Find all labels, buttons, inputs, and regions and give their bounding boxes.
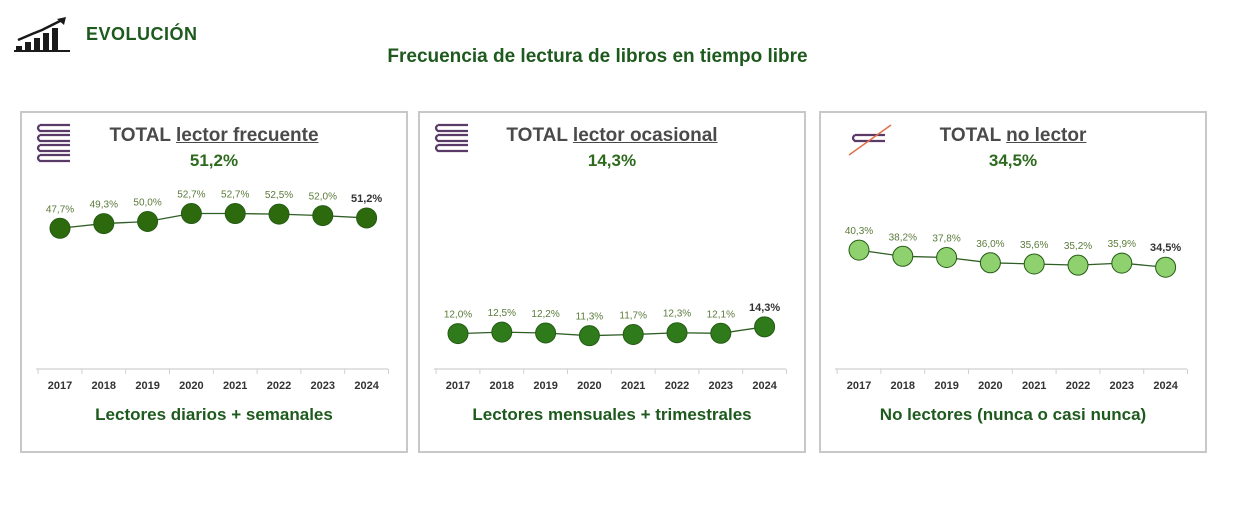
x-tick-label: 2024: [354, 380, 379, 392]
x-tick-label: 2021: [621, 380, 645, 392]
data-point: [848, 239, 870, 261]
data-label: 47,7%: [46, 204, 74, 215]
data-label: 34,5%: [1150, 242, 1181, 254]
panel-lector-ocasional: 12,0% 2017 12,5% 2018 12,2% 2019 11,3% 2020 11,7…: [418, 111, 806, 453]
data-label: 40,3%: [845, 226, 873, 237]
data-point: [979, 252, 1001, 274]
x-tick-label: 2017: [847, 380, 871, 392]
data-point: [892, 245, 914, 267]
data-point: [180, 203, 202, 225]
x-tick-label: 2021: [1022, 380, 1046, 392]
data-label: 52,7%: [221, 190, 249, 201]
data-point: [578, 325, 600, 347]
chart-lector-ocasional: 12,0% 2017 12,5% 2018 12,2% 2019 11,3% 2020 11,7…: [434, 302, 787, 392]
data-label: 14,3%: [749, 302, 780, 314]
panel-title-prefix: TOTAL: [506, 125, 568, 146]
panel-lector-frecuente: 47,7% 2017 49,3% 2018 50,0% 2019 52,7% 2020 52,7…: [20, 111, 408, 453]
data-point: [224, 203, 246, 225]
data-label: 12,0%: [444, 310, 472, 321]
data-point: [754, 316, 776, 338]
data-point: [1067, 254, 1089, 276]
data-label: 35,9%: [1108, 239, 1136, 250]
data-label: 38,2%: [889, 232, 917, 243]
data-point: [93, 213, 115, 235]
panel-title-prefix: TOTAL: [109, 125, 171, 146]
data-point: [936, 246, 958, 268]
x-tick-label: 2018: [490, 380, 514, 392]
data-point: [312, 205, 334, 227]
data-label: 52,7%: [177, 190, 205, 201]
data-label: 52,0%: [309, 192, 337, 203]
panel-title: TOTAL no lector: [821, 125, 1205, 147]
x-tick-label: 2019: [533, 380, 557, 392]
data-point: [1023, 253, 1045, 275]
data-label: 11,7%: [619, 310, 647, 321]
x-tick-label: 2024: [1153, 380, 1178, 392]
panel-title: TOTAL lector frecuente: [22, 125, 406, 147]
section-title: EVOLUCIÓN: [86, 24, 198, 44]
data-point: [49, 217, 71, 239]
x-tick-label: 2020: [978, 380, 1002, 392]
panel-title-emph: lector ocasional: [572, 125, 718, 146]
data-point: [535, 322, 557, 344]
x-tick-label: 2023: [311, 380, 335, 392]
stacked-books-icon: [36, 123, 70, 163]
x-tick-label: 2021: [223, 380, 247, 392]
x-tick-label: 2017: [48, 380, 72, 392]
x-tick-label: 2018: [92, 380, 116, 392]
panel-title: TOTAL lector ocasional: [420, 125, 804, 147]
x-tick-label: 2018: [891, 380, 915, 392]
data-label: 35,2%: [1064, 241, 1092, 252]
x-tick-label: 2019: [135, 380, 159, 392]
x-tick-label: 2022: [1066, 380, 1090, 392]
x-tick-label: 2022: [267, 380, 291, 392]
chart-no-lector: 40,3% 2017 38,2% 2018 37,8% 2019 36,0% 2020 35,6…: [835, 226, 1188, 392]
data-point: [710, 322, 732, 344]
data-label: 12,2%: [531, 309, 559, 320]
data-label: 11,3%: [576, 312, 604, 323]
data-label: 36,0%: [976, 239, 1004, 250]
data-point: [137, 211, 159, 232]
panel-total-value: 34,5%: [988, 151, 1038, 170]
panel-footer: Lectores diarios + semanales: [95, 405, 333, 424]
panel-footer: Lectores mensuales + trimestrales: [472, 405, 752, 424]
data-point: [447, 323, 469, 345]
data-label: 51,2%: [351, 193, 382, 205]
data-label: 35,6%: [1020, 240, 1048, 251]
x-tick-label: 2023: [709, 380, 733, 392]
panel-total-value: 14,3%: [587, 151, 637, 170]
data-point: [356, 207, 378, 229]
data-point: [491, 321, 513, 343]
data-point: [622, 323, 644, 345]
data-label: 50,0%: [133, 198, 161, 209]
panel-total-value: 51,2%: [189, 151, 239, 170]
data-label: 12,3%: [663, 309, 691, 320]
x-tick-label: 2017: [446, 380, 470, 392]
panel-footer: No lectores (nunca o casi nunca): [879, 405, 1147, 424]
data-point: [666, 322, 688, 344]
data-point: [1111, 252, 1133, 274]
data-label: 49,3%: [90, 200, 118, 211]
x-tick-label: 2019: [934, 380, 958, 392]
panel-no-lector: 40,3% 2017 38,2% 2018 37,8% 2019 36,0% 2020 35,6…: [819, 111, 1207, 453]
crossed-book-icon: [848, 124, 892, 156]
data-label: 37,8%: [932, 233, 960, 244]
data-label: 12,1%: [707, 309, 735, 320]
panel-title-emph: no lector: [1006, 125, 1087, 146]
x-tick-label: 2020: [179, 380, 203, 392]
x-tick-label: 2024: [752, 380, 777, 392]
books-icon: [434, 123, 468, 153]
panel-title-prefix: TOTAL: [939, 125, 1001, 146]
x-tick-label: 2023: [1110, 380, 1134, 392]
data-point: [268, 203, 290, 225]
chart-lector-frecuente: 47,7% 2017 49,3% 2018 50,0% 2019 52,7% 2020 52,7…: [36, 190, 389, 392]
data-label: 12,5%: [488, 308, 516, 319]
data-label: 52,5%: [265, 190, 293, 201]
panel-title-emph: lector frecuente: [175, 125, 319, 146]
x-tick-label: 2022: [665, 380, 689, 392]
rising-chart-icon: [14, 17, 70, 52]
page-title: Frecuencia de lectura de libros en tiemp…: [387, 46, 808, 67]
x-tick-label: 2020: [577, 380, 601, 392]
data-point: [1155, 256, 1177, 278]
